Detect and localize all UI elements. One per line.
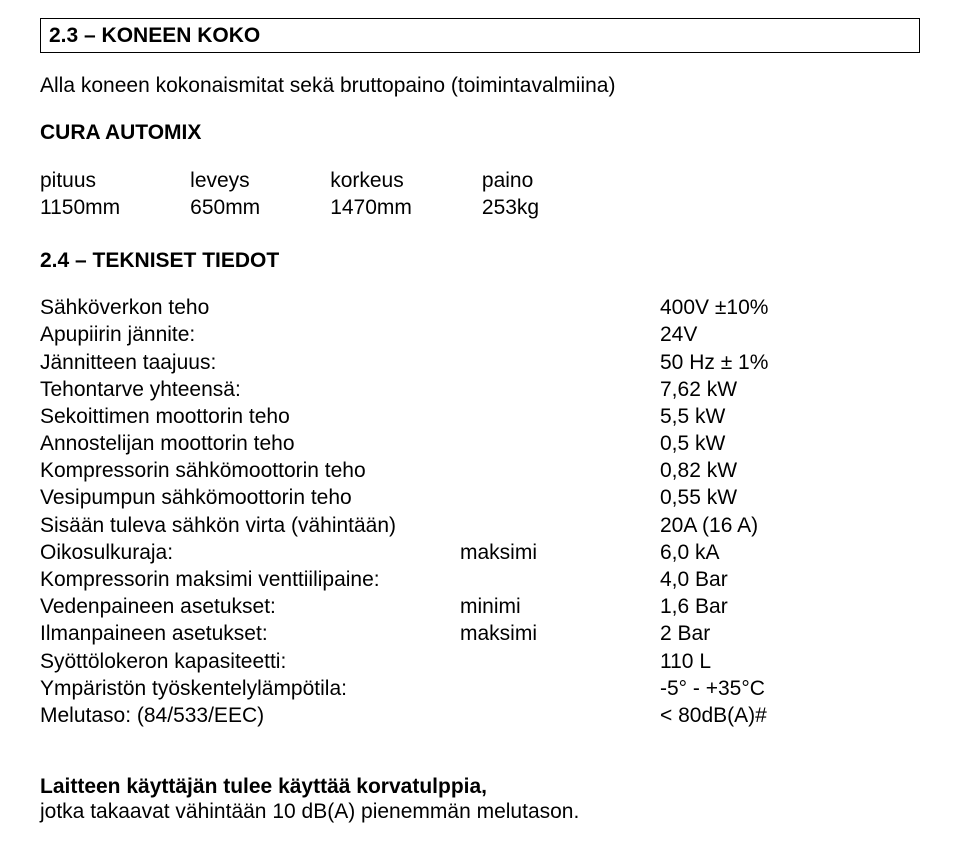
spec-label: Melutaso: (84/533/EEC) bbox=[40, 703, 460, 730]
spec-mid bbox=[460, 485, 660, 512]
spec-label: Ympäristön työskentelylämpötila: bbox=[40, 676, 460, 703]
table-row: Melutaso: (84/533/EEC) < 80dB(A)# bbox=[40, 703, 768, 730]
dims-header: korkeus bbox=[330, 168, 482, 195]
spec-mid bbox=[460, 649, 660, 676]
section-2-title: 2.4 – TEKNISET TIEDOT bbox=[40, 248, 920, 273]
section-1-title: 2.3 – KONEEN KOKO bbox=[49, 24, 260, 47]
spec-value: 2 Bar bbox=[660, 621, 768, 648]
spec-label: Kompressorin sähkömoottorin teho bbox=[40, 458, 460, 485]
spec-mid bbox=[460, 458, 660, 485]
spec-value: 0,55 kW bbox=[660, 485, 768, 512]
dimensions-table: pituus leveys korkeus paino 1150mm 650mm… bbox=[40, 168, 609, 220]
footer-line-1: Laitteen käyttäjän tulee käyttää korvatu… bbox=[40, 774, 920, 799]
spec-mid bbox=[460, 404, 660, 431]
dims-value: 253kg bbox=[482, 195, 609, 220]
spec-label: Sekoittimen moottorin teho bbox=[40, 404, 460, 431]
table-row: Sisään tuleva sähkön virta (vähintään) 20… bbox=[40, 513, 768, 540]
spec-mid bbox=[460, 513, 660, 540]
table-row: Oikosulkuraja:maksimi6,0 kA bbox=[40, 540, 768, 567]
spec-mid bbox=[460, 703, 660, 730]
spec-mid: minimi bbox=[460, 594, 660, 621]
spec-value: 6,0 kA bbox=[660, 540, 768, 567]
table-row: 1150mm 650mm 1470mm 253kg bbox=[40, 195, 609, 220]
spec-mid: maksimi bbox=[460, 621, 660, 648]
table-row: Annostelijan moottorin teho 0,5 kW bbox=[40, 431, 768, 458]
spec-value: 110 L bbox=[660, 649, 768, 676]
product-name: CURA AUTOMIX bbox=[40, 120, 920, 145]
spec-value: 24V bbox=[660, 322, 768, 349]
spec-mid: maksimi bbox=[460, 540, 660, 567]
spec-value: < 80dB(A)# bbox=[660, 703, 768, 730]
spec-table: Sähköverkon teho400V ±10%Apupiirin jänni… bbox=[40, 295, 768, 730]
spec-label: Tehontarve yhteensä: bbox=[40, 377, 460, 404]
table-row: Tehontarve yhteensä: 7,62 kW bbox=[40, 377, 768, 404]
spec-value: 5,5 kW bbox=[660, 404, 768, 431]
table-row: Jännitteen taajuus: 50 Hz ± 1% bbox=[40, 350, 768, 377]
spec-value: 400V ±10% bbox=[660, 295, 768, 322]
spec-value: 50 Hz ± 1% bbox=[660, 350, 768, 377]
table-row: Sähköverkon teho 400V ±10% bbox=[40, 295, 768, 322]
table-row: Sekoittimen moottorin teho 5,5 kW bbox=[40, 404, 768, 431]
table-row: Kompressorin sähkömoottorin teho 0,82 kW bbox=[40, 458, 768, 485]
spec-mid bbox=[460, 350, 660, 377]
section-1-subtitle: Alla koneen kokonaismitat sekä bruttopai… bbox=[40, 73, 920, 98]
spec-label: Vesipumpun sähkömoottorin teho bbox=[40, 485, 460, 512]
table-row: pituus leveys korkeus paino bbox=[40, 168, 609, 195]
dims-header: pituus bbox=[40, 168, 190, 195]
spec-value: 1,6 Bar bbox=[660, 594, 768, 621]
dims-value: 1470mm bbox=[330, 195, 482, 220]
dims-header: leveys bbox=[190, 168, 330, 195]
dims-header: paino bbox=[482, 168, 609, 195]
footer-line-2: jotka takaavat vähintään 10 dB(A) pienem… bbox=[40, 799, 920, 824]
spec-label: Syöttölokeron kapasiteetti: bbox=[40, 649, 460, 676]
spec-label: Sisään tuleva sähkön virta (vähintään) bbox=[40, 513, 460, 540]
spec-value: 20A (16 A) bbox=[660, 513, 768, 540]
table-row: Vedenpaineen asetukset:minimi1,6 Bar bbox=[40, 594, 768, 621]
footer-block: Laitteen käyttäjän tulee käyttää korvatu… bbox=[40, 774, 920, 824]
spec-label: Oikosulkuraja: bbox=[40, 540, 460, 567]
table-row: Ympäristön työskentelylämpötila: -5° - +3… bbox=[40, 676, 768, 703]
spec-label: Kompressorin maksimi venttiilipaine: bbox=[40, 567, 460, 594]
spec-label: Annostelijan moottorin teho bbox=[40, 431, 460, 458]
spec-mid bbox=[460, 431, 660, 458]
spec-mid bbox=[460, 295, 660, 322]
table-row: Syöttölokeron kapasiteetti: 110 L bbox=[40, 649, 768, 676]
table-row: Apupiirin jännite: 24V bbox=[40, 322, 768, 349]
table-row: Kompressorin maksimi venttiilipaine: 4,0 … bbox=[40, 567, 768, 594]
spec-table-body: Sähköverkon teho400V ±10%Apupiirin jänni… bbox=[40, 295, 768, 730]
spec-label: Jännitteen taajuus: bbox=[40, 350, 460, 377]
spec-mid bbox=[460, 322, 660, 349]
spec-label: Sähköverkon teho bbox=[40, 295, 460, 322]
table-row: Ilmanpaineen asetukset:maksimi2 Bar bbox=[40, 621, 768, 648]
section-title-box: 2.3 – KONEEN KOKO bbox=[40, 18, 920, 53]
spec-value: -5° - +35°C bbox=[660, 676, 768, 703]
dims-value: 650mm bbox=[190, 195, 330, 220]
spec-label: Vedenpaineen asetukset: bbox=[40, 594, 460, 621]
spec-mid bbox=[460, 676, 660, 703]
spec-label: Ilmanpaineen asetukset: bbox=[40, 621, 460, 648]
document-page: 2.3 – KONEEN KOKO Alla koneen kokonaismi… bbox=[0, 0, 960, 855]
spec-value: 7,62 kW bbox=[660, 377, 768, 404]
spec-value: 0,5 kW bbox=[660, 431, 768, 458]
dims-value: 1150mm bbox=[40, 195, 190, 220]
spec-value: 0,82 kW bbox=[660, 458, 768, 485]
table-row: Vesipumpun sähkömoottorin teho 0,55 kW bbox=[40, 485, 768, 512]
spec-value: 4,0 Bar bbox=[660, 567, 768, 594]
spec-mid bbox=[460, 567, 660, 594]
spec-mid bbox=[460, 377, 660, 404]
spec-label: Apupiirin jännite: bbox=[40, 322, 460, 349]
